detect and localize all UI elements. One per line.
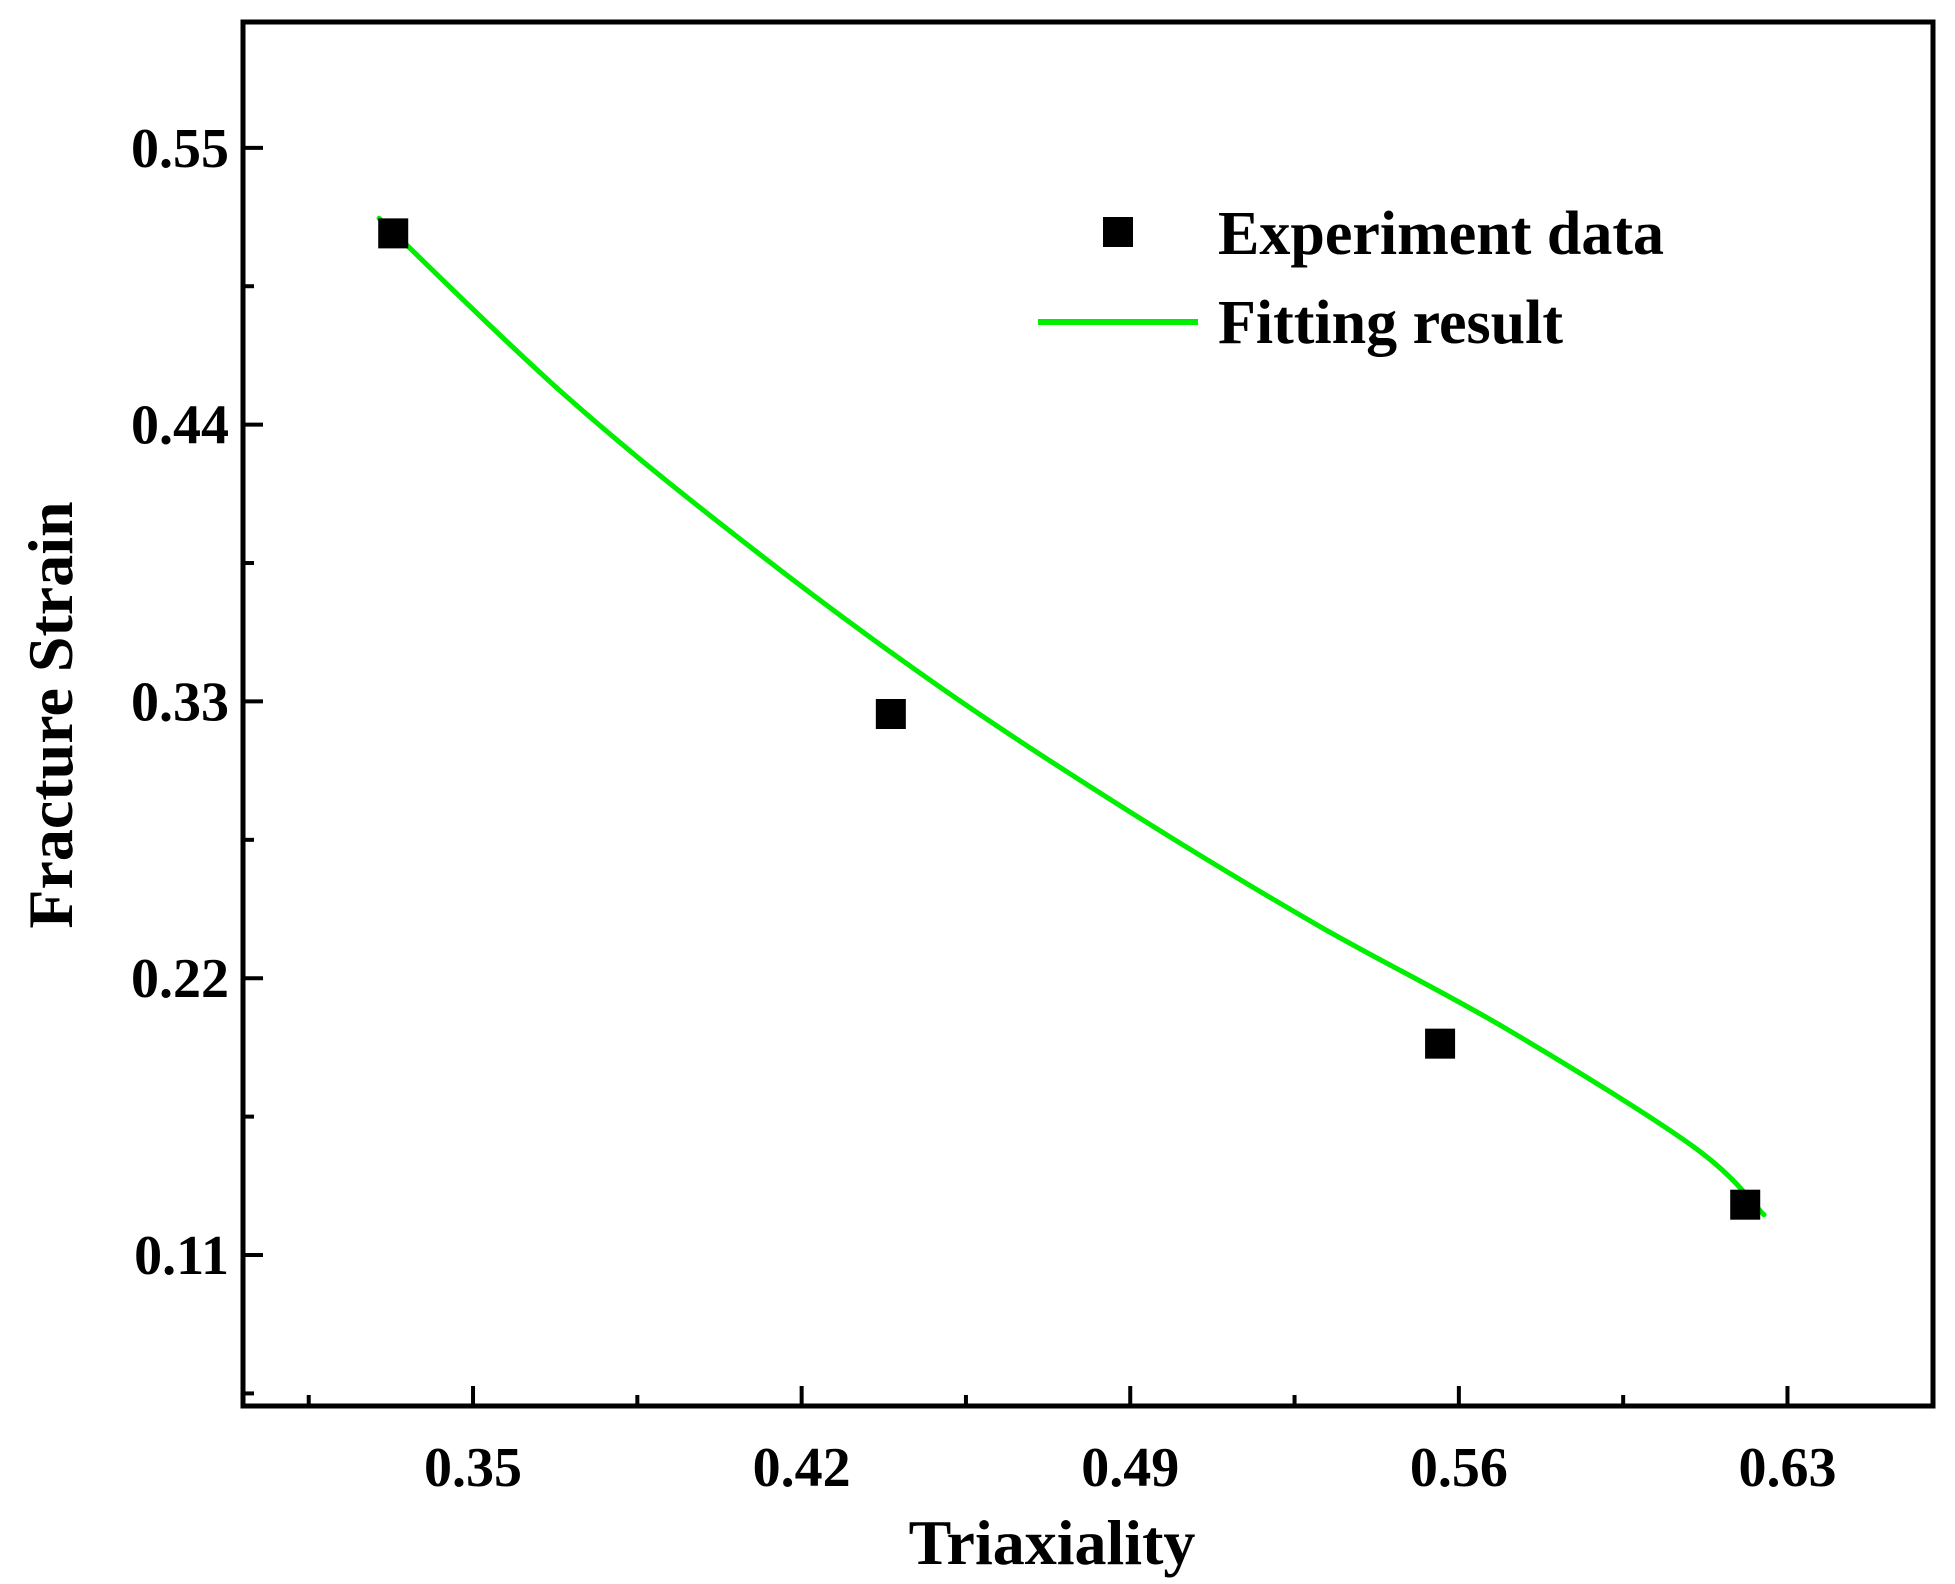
plot-frame — [240, 19, 1936, 1409]
experiment-data-point — [875, 699, 906, 729]
y-axis-ticks: 0.11 0.22 0.33 0.44 0.55 — [131, 118, 263, 1287]
y-tick-label: 0.33 — [131, 671, 229, 733]
y-tick-label: 0.11 — [134, 1225, 229, 1287]
experiment-data-point — [378, 218, 409, 249]
legend-label-fitting-result: Fitting result — [1218, 289, 1563, 357]
x-tick-label: 0.56 — [1410, 1437, 1508, 1499]
legend: Experiment data Fitting result — [1038, 200, 1664, 357]
legend-marker-experiment-data — [1103, 217, 1133, 247]
x-axis-ticks: 0.35 0.42 0.49 0.56 0.63 — [424, 1386, 1836, 1499]
y-tick-label: 0.55 — [131, 118, 229, 180]
fitting-result-line — [376, 215, 1767, 1218]
y-tick-label: 0.22 — [131, 948, 229, 1010]
x-tick-label: 0.35 — [424, 1437, 522, 1499]
legend-label-experiment-data: Experiment data — [1218, 200, 1664, 268]
x-tick-label: 0.63 — [1738, 1437, 1836, 1499]
y-axis-title: Fracture Strain — [15, 501, 86, 928]
experiment-data-points — [378, 218, 1761, 1220]
y-tick-label: 0.44 — [131, 395, 229, 457]
x-tick-label: 0.49 — [1081, 1437, 1179, 1499]
x-axis-title: Triaxiality — [909, 1507, 1196, 1578]
experiment-data-point — [1730, 1189, 1761, 1220]
x-tick-label: 0.42 — [753, 1437, 851, 1499]
experiment-data-point — [1425, 1028, 1456, 1059]
